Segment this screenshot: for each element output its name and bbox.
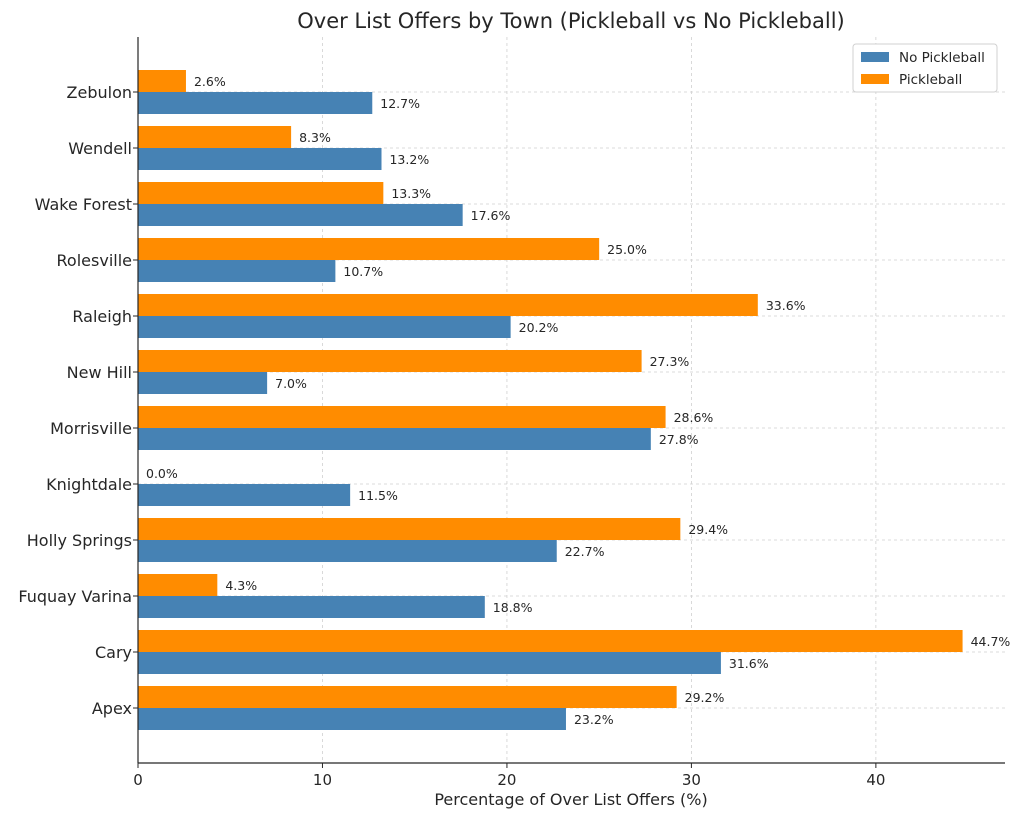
bar-no-pickleball xyxy=(138,260,336,282)
bar-no-pickleball xyxy=(138,596,485,618)
data-label-no-pickleball: 17.6% xyxy=(471,208,511,223)
data-label-pickleball: 33.6% xyxy=(766,298,806,313)
legend: No Pickleball Pickleball xyxy=(852,43,998,93)
bar-no-pickleball xyxy=(138,92,373,114)
bar-pickleball xyxy=(138,686,677,708)
bar-pickleball xyxy=(138,574,218,596)
bar-pickleball xyxy=(138,238,600,260)
data-label-pickleball: 27.3% xyxy=(650,354,690,369)
bar-pickleball xyxy=(138,70,186,92)
data-label-pickleball: 8.3% xyxy=(299,130,331,145)
x-tick-label: 0 xyxy=(133,771,143,789)
bar-no-pickleball xyxy=(138,204,463,226)
bar-pickleball xyxy=(138,630,963,652)
bar-no-pickleball xyxy=(138,652,721,674)
legend-swatch xyxy=(861,52,889,62)
y-tick-label: New Hill xyxy=(67,363,132,382)
x-axis-label: Percentage of Over List Offers (%) xyxy=(434,790,707,809)
legend-label: No Pickleball xyxy=(899,50,985,66)
data-label-no-pickleball: 12.7% xyxy=(380,96,420,111)
bar-pickleball xyxy=(138,182,384,204)
y-tick-label: Wake Forest xyxy=(35,195,132,214)
y-tick-label: Zebulon xyxy=(67,83,132,102)
y-tick-label: Fuquay Varina xyxy=(18,587,132,606)
y-tick-label: Wendell xyxy=(68,139,132,158)
bar-no-pickleball xyxy=(138,316,511,338)
data-label-pickleball: 25.0% xyxy=(607,242,647,257)
data-label-pickleball: 29.4% xyxy=(688,522,728,537)
x-tick-label: 20 xyxy=(497,771,516,789)
data-label-pickleball: 4.3% xyxy=(225,578,257,593)
data-label-no-pickleball: 10.7% xyxy=(343,264,383,279)
bar-no-pickleball xyxy=(138,484,351,506)
data-label-no-pickleball: 20.2% xyxy=(519,320,559,335)
bar-no-pickleball xyxy=(138,708,566,730)
y-tick-label: Rolesville xyxy=(57,251,132,270)
y-tick-label: Apex xyxy=(92,699,132,718)
bar-no-pickleball xyxy=(138,540,557,562)
y-tick-label: Morrisville xyxy=(50,419,132,438)
y-tick-label: Raleigh xyxy=(72,307,132,326)
data-label-no-pickleball: 23.2% xyxy=(574,712,614,727)
data-label-pickleball: 28.6% xyxy=(674,410,714,425)
chart-title: Over List Offers by Town (Pickleball vs … xyxy=(297,9,845,33)
x-tick-label: 10 xyxy=(313,771,332,789)
bar-pickleball xyxy=(138,294,758,316)
bar-pickleball xyxy=(138,406,666,428)
data-label-pickleball: 13.3% xyxy=(391,186,431,201)
legend-label: Pickleball xyxy=(899,72,962,88)
data-label-pickleball: 0.0% xyxy=(146,466,178,481)
data-label-no-pickleball: 18.8% xyxy=(493,600,533,615)
data-label-pickleball: 29.2% xyxy=(685,690,725,705)
bar-no-pickleball xyxy=(138,372,268,394)
data-label-no-pickleball: 22.7% xyxy=(565,544,605,559)
bar-no-pickleball xyxy=(138,148,382,170)
data-label-no-pickleball: 27.8% xyxy=(659,432,699,447)
bar-pickleball xyxy=(138,350,642,372)
bar-no-pickleball xyxy=(138,428,651,450)
data-label-pickleball: 44.7% xyxy=(971,634,1011,649)
x-tick-label: 40 xyxy=(866,771,885,789)
data-label-no-pickleball: 13.2% xyxy=(389,152,429,167)
x-tick-label: 30 xyxy=(682,771,701,789)
y-tick-label: Knightdale xyxy=(46,475,132,494)
y-tick-label: Holly Springs xyxy=(27,531,132,550)
data-label-no-pickleball: 7.0% xyxy=(275,376,307,391)
bar-pickleball xyxy=(138,518,681,540)
data-label-no-pickleball: 31.6% xyxy=(729,656,769,671)
data-label-no-pickleball: 11.5% xyxy=(358,488,398,503)
legend-swatch xyxy=(861,74,889,84)
data-label-pickleball: 2.6% xyxy=(194,74,226,89)
y-tick-label: Cary xyxy=(95,643,132,662)
bar-pickleball xyxy=(138,126,292,148)
